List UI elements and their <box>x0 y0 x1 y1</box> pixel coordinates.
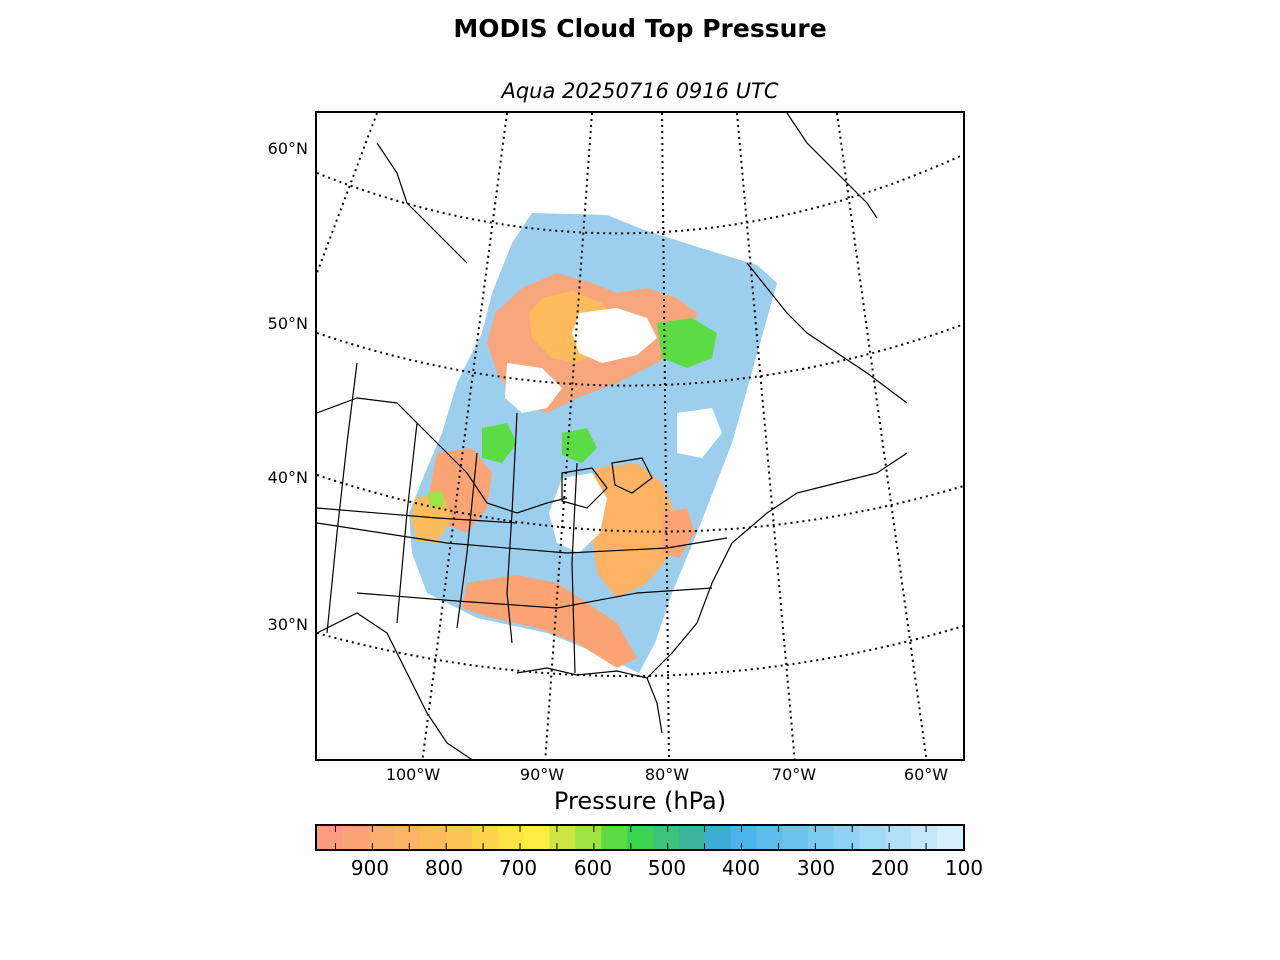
swath-white <box>549 473 607 553</box>
coastline <box>516 667 663 734</box>
colorbar-tick-label: 600 <box>573 856 613 880</box>
coastline <box>786 113 878 219</box>
state-border <box>317 507 518 524</box>
coastline <box>746 262 908 404</box>
colorbar-swatch <box>678 826 706 849</box>
state-border <box>396 422 418 624</box>
map-canvas <box>317 113 963 759</box>
colorbar-tick-label: 900 <box>350 856 390 880</box>
colorbar-tick-label: 100 <box>944 856 984 880</box>
cloud-swath <box>409 213 777 673</box>
lon-label-90w: 90°W <box>519 765 565 784</box>
colorbar-swatch <box>575 826 602 849</box>
colorbar-swatch <box>730 826 757 849</box>
colorbar-swatch <box>885 826 912 849</box>
colorbar-swatch <box>368 826 396 849</box>
swath-green <box>562 428 597 463</box>
colorbar-title: Pressure (hPa) <box>553 787 727 815</box>
state-border <box>506 412 518 644</box>
state-border <box>456 452 478 629</box>
colorbar-swatch <box>523 826 551 849</box>
lon-label-60w: 60°W <box>903 765 949 784</box>
colorbar-swatch <box>446 826 473 849</box>
colorbar-swatch <box>756 826 783 849</box>
colorbar-tick-label: 700 <box>498 856 538 880</box>
lon-label-80w: 80°W <box>644 765 690 784</box>
state-border <box>317 522 728 554</box>
lake-outline <box>561 467 608 509</box>
colorbar-tick-label: 500 <box>647 856 687 880</box>
colorbar-swatch <box>627 826 654 849</box>
parallel-line <box>317 323 963 387</box>
lon-label-70w: 70°W <box>771 765 817 784</box>
colorbar-tick-label: 300 <box>796 856 836 880</box>
state-border <box>326 362 358 634</box>
coastline <box>317 612 473 759</box>
coastline <box>646 452 908 679</box>
lat-label-60n: 60°N <box>267 139 308 158</box>
lat-label-40n: 40°N <box>267 468 308 487</box>
swath-green <box>657 318 717 368</box>
swath-white <box>505 363 562 413</box>
meridian-line <box>317 113 378 274</box>
colorbar-canvas <box>317 826 963 849</box>
swath-white <box>677 408 722 458</box>
lat-label-30n: 30°N <box>267 615 308 634</box>
state-border <box>571 462 578 674</box>
swath-white <box>572 308 657 363</box>
boundaries <box>317 113 908 759</box>
colorbar-tick-label: 400 <box>721 856 761 880</box>
colorbar-swatch <box>859 826 887 849</box>
colorbar-swatch <box>911 826 938 849</box>
coastline <box>317 397 568 514</box>
coastline <box>376 142 468 264</box>
colorbar-swatch <box>420 826 447 849</box>
colorbar-swatch <box>601 826 628 849</box>
colorbar-swatch <box>472 826 499 849</box>
colorbar-swatch <box>317 826 344 849</box>
parallel-line <box>317 153 963 235</box>
meridian-line <box>544 113 593 759</box>
swath-orange <box>462 575 637 668</box>
colorbar-swatch <box>937 826 963 849</box>
swath-green <box>482 423 517 463</box>
colorbar-tick-label: 800 <box>424 856 464 880</box>
colorbar <box>315 824 965 851</box>
figure-subtitle: Aqua 20250716 0916 UTC <box>501 79 779 103</box>
meridian-line <box>661 113 670 759</box>
colorbar-swatch <box>549 826 576 849</box>
state-border <box>356 587 713 609</box>
colorbar-swatch <box>497 826 525 849</box>
colorbar-swatch <box>807 826 835 849</box>
colorbar-swatch <box>342 826 370 849</box>
swath-orange <box>587 463 677 598</box>
meridian-line <box>421 113 508 759</box>
colorbar-tick-label: 200 <box>870 856 910 880</box>
parallel-line <box>317 625 963 678</box>
lon-label-100w: 100°W <box>385 765 441 784</box>
figure-title: MODIS Cloud Top Pressure <box>453 14 827 43</box>
parallel-line <box>317 474 963 533</box>
lake-outline <box>611 457 653 494</box>
colorbar-swatch <box>833 826 861 849</box>
graticule <box>317 113 963 759</box>
colorbar-swatch <box>394 826 421 849</box>
swath-orange <box>662 508 695 558</box>
colorbar-swatch <box>652 826 680 849</box>
colorbar-swatch <box>782 826 809 849</box>
map-panel <box>315 111 965 761</box>
swath-green <box>427 491 445 509</box>
lat-label-50n: 50°N <box>267 314 308 333</box>
meridian-line <box>836 113 928 759</box>
colorbar-swatch <box>704 826 732 849</box>
meridian-line <box>736 113 796 759</box>
